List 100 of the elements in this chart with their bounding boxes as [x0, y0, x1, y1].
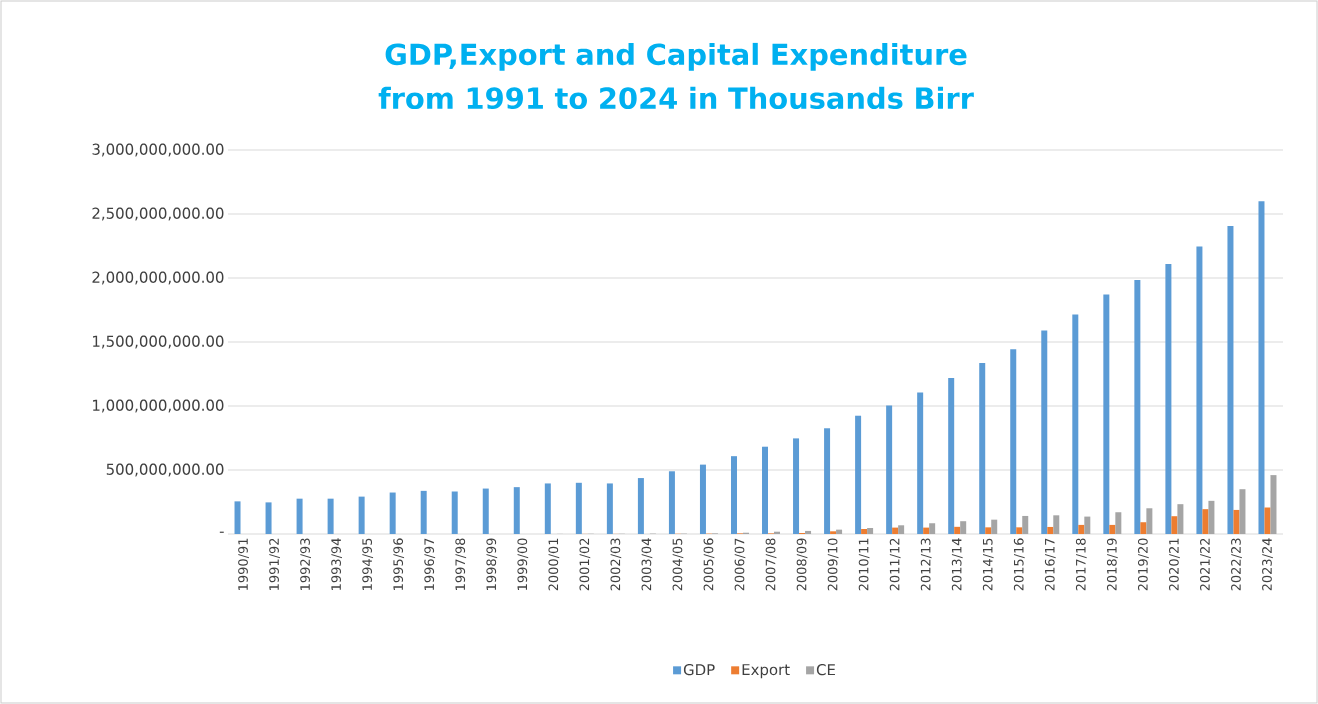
x-tick-label: 2021/22 [1200, 538, 1211, 591]
bar [1227, 226, 1234, 534]
bar [1084, 516, 1091, 534]
y-tick-label: 2,000,000,000.00 [92, 271, 224, 285]
bar [1165, 263, 1172, 534]
x-tick-label: 2005/06 [703, 538, 715, 591]
bar [1239, 489, 1246, 534]
bar [1016, 527, 1023, 534]
bar [892, 527, 899, 534]
bar [1109, 524, 1116, 534]
x-tick-label: 2013/14 [951, 538, 963, 591]
bar [1208, 500, 1215, 534]
bar [1177, 504, 1184, 534]
y-tick-label: - [219, 531, 224, 533]
x-tick-label: 2011/12 [889, 538, 901, 591]
x-tick-label: 2001/02 [579, 538, 591, 591]
bar [991, 519, 998, 534]
x-tick-label: 2018/19 [1106, 538, 1118, 591]
bar [805, 530, 812, 534]
bar [606, 483, 613, 534]
bar [1202, 509, 1209, 534]
x-tick-label: 2010/11 [858, 538, 870, 591]
x-tick-label: 2017/18 [1075, 538, 1087, 591]
bar [1053, 515, 1060, 534]
bar [513, 487, 520, 534]
x-tick-label: 2009/10 [827, 538, 839, 591]
bar [1047, 526, 1054, 534]
bar [420, 490, 427, 534]
x-tick-label: 2023/24 [1262, 538, 1273, 591]
y-tick-label: 500,000,000.00 [106, 463, 224, 477]
x-tick-label: 2002/03 [610, 538, 622, 591]
bar [389, 492, 396, 534]
bar [1140, 522, 1147, 534]
bar [985, 527, 992, 534]
bar [793, 438, 800, 534]
x-tick-label: 2000/01 [548, 538, 560, 591]
x-tick-label: 2003/04 [641, 538, 653, 591]
bar [836, 529, 843, 534]
y-tick-label: 3,000,000,000.00 [92, 143, 224, 157]
x-tick-label: 2008/09 [796, 538, 808, 591]
bar [1115, 512, 1122, 534]
x-tick-label: 2007/08 [765, 538, 777, 591]
bar [1264, 507, 1271, 534]
bar [923, 527, 930, 534]
x-tick-label: 2015/16 [1013, 538, 1025, 591]
bar [1072, 314, 1079, 534]
bar [265, 502, 272, 534]
bar [544, 483, 551, 534]
x-tick-label: 1994/95 [362, 538, 374, 590]
y-tick-label: 1,000,000,000.00 [93, 399, 224, 413]
bar [327, 498, 334, 534]
y-tick-label: 1,500,000,000.00 [93, 335, 224, 349]
bar [1103, 294, 1110, 534]
bar [867, 527, 874, 534]
bar [296, 498, 303, 534]
bar [1078, 524, 1085, 534]
bar [234, 501, 241, 534]
bar [861, 529, 868, 534]
bar [979, 362, 986, 534]
bar [699, 464, 706, 534]
bar [668, 471, 675, 534]
x-tick-label: 2004/05 [672, 538, 684, 591]
bar [730, 456, 737, 534]
bar [824, 428, 831, 534]
bar [898, 525, 905, 534]
bar [575, 482, 582, 534]
x-tick-label: 2012/13 [920, 538, 932, 591]
bar [886, 405, 893, 534]
bar [1258, 201, 1265, 534]
bar [482, 488, 489, 534]
bar [1270, 475, 1277, 534]
x-tick-label: 2022/23 [1231, 538, 1242, 591]
x-tick-label: 2014/15 [982, 538, 994, 591]
chart-title: GDP,Export and Capital Expenditure from 1991 to 2024 in Thousands Birr [378, 42, 974, 110]
x-tick-label: 1996/97 [424, 538, 436, 590]
bar [1010, 349, 1017, 534]
x-tick-label: 2019/20 [1137, 538, 1149, 591]
bar [1022, 515, 1029, 534]
bar [855, 415, 862, 534]
x-tick-label: 1998/99 [486, 538, 498, 590]
bar [960, 521, 967, 534]
x-tick-label: 1997/98 [455, 538, 467, 590]
x-tick-label: 1995/96 [393, 538, 405, 590]
x-tick-label: 1991/92 [269, 538, 280, 590]
bar [948, 377, 955, 534]
x-tick-label: 2016/17 [1044, 538, 1056, 591]
x-tick-label: 1992/93 [300, 538, 311, 590]
bar [917, 392, 924, 534]
x-tick-label: 2006/07 [734, 538, 746, 591]
x-tick-label: 1990/91 [238, 538, 249, 590]
bar [1041, 330, 1048, 534]
x-tick-label: 1999/00 [517, 538, 529, 590]
x-tick-label: 2020/21 [1168, 538, 1180, 591]
bar [762, 446, 769, 534]
bar [929, 523, 936, 534]
legend-label: CE [816, 664, 835, 676]
bar [1196, 246, 1203, 534]
bar [954, 526, 961, 534]
bar [451, 491, 458, 534]
bar [637, 478, 644, 534]
